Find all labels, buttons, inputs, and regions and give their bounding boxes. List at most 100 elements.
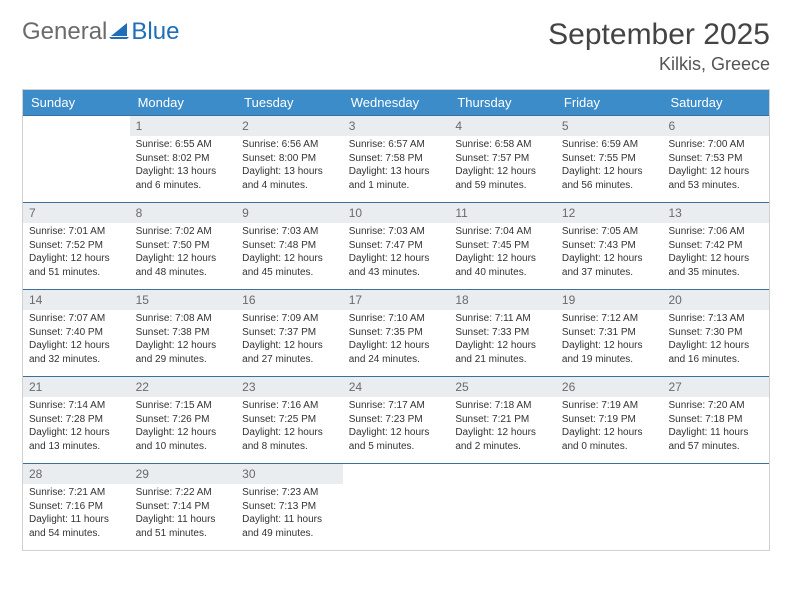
sunrise-text: Sunrise: 7:23 AM <box>242 486 337 500</box>
weekday-header: Saturday <box>662 90 769 115</box>
daylight-text: Daylight: 12 hours and 10 minutes. <box>136 426 231 453</box>
day-cell: 23 Sunrise: 7:16 AMSunset: 7:25 PMDayligh… <box>236 377 343 463</box>
sail-icon <box>109 18 129 46</box>
day-info: Sunrise: 7:20 AMSunset: 7:18 PMDaylight:… <box>668 399 763 453</box>
sunset-text: Sunset: 7:53 PM <box>668 152 763 166</box>
day-info: Sunrise: 7:00 AMSunset: 7:53 PMDaylight:… <box>668 138 763 192</box>
sunset-text: Sunset: 8:00 PM <box>242 152 337 166</box>
sunrise-text: Sunrise: 7:10 AM <box>349 312 444 326</box>
day-info: Sunrise: 7:03 AMSunset: 7:47 PMDaylight:… <box>349 225 444 279</box>
daylight-text: Daylight: 12 hours and 56 minutes. <box>562 165 657 192</box>
day-cell <box>662 464 769 550</box>
sunset-text: Sunset: 7:25 PM <box>242 413 337 427</box>
day-cell: 27Sunrise: 7:20 AMSunset: 7:18 PMDayligh… <box>662 377 769 463</box>
weekday-header: Wednesday <box>343 90 450 115</box>
sunset-text: Sunset: 7:23 PM <box>349 413 444 427</box>
day-cell: 13Sunrise: 7:06 AMSunset: 7:42 PMDayligh… <box>662 203 769 289</box>
sunrise-text: Sunrise: 6:57 AM <box>349 138 444 152</box>
day-number: 1 <box>130 116 237 136</box>
day-number: 13 <box>662 203 769 223</box>
sunset-text: Sunset: 7:38 PM <box>136 326 231 340</box>
day-cell: 2Sunrise: 6:56 AMSunset: 8:00 PMDaylight… <box>236 116 343 202</box>
sunrise-text: Sunrise: 7:09 AM <box>242 312 337 326</box>
day-info: Sunrise: 7:17 AMSunset: 7:23 PMDaylight:… <box>349 399 444 453</box>
calendar: SundayMondayTuesdayWednesdayThursdayFrid… <box>22 89 770 551</box>
day-info: Sunrise: 7:09 AMSunset: 7:37 PMDaylight:… <box>242 312 337 366</box>
sunrise-text: Sunrise: 7:08 AM <box>136 312 231 326</box>
day-number: 15 <box>130 290 237 310</box>
sunset-text: Sunset: 7:43 PM <box>562 239 657 253</box>
weekday-header: Monday <box>130 90 237 115</box>
day-cell: 30Sunrise: 7:23 AMSunset: 7:13 PMDayligh… <box>236 464 343 550</box>
sunset-text: Sunset: 7:13 PM <box>242 500 337 514</box>
day-number: 2 <box>236 116 343 136</box>
daylight-text: Daylight: 11 hours and 57 minutes. <box>668 426 763 453</box>
sunset-text: Sunset: 7:42 PM <box>668 239 763 253</box>
day-number: 22 <box>130 377 237 397</box>
daylight-text: Daylight: 12 hours and 29 minutes. <box>136 339 231 366</box>
day-cell: 10Sunrise: 7:03 AMSunset: 7:47 PMDayligh… <box>343 203 450 289</box>
day-cell: 16Sunrise: 7:09 AMSunset: 7:37 PMDayligh… <box>236 290 343 376</box>
daylight-text: Daylight: 12 hours and 5 minutes. <box>349 426 444 453</box>
sunrise-text: Sunrise: 7:16 AM <box>242 399 337 413</box>
day-info: Sunrise: 7:06 AMSunset: 7:42 PMDaylight:… <box>668 225 763 279</box>
day-info: Sunrise: 7:01 AMSunset: 7:52 PMDaylight:… <box>29 225 124 279</box>
sunset-text: Sunset: 7:28 PM <box>29 413 124 427</box>
day-info: Sunrise: 6:58 AMSunset: 7:57 PMDaylight:… <box>455 138 550 192</box>
day-info: Sunrise: 6:59 AMSunset: 7:55 PMDaylight:… <box>562 138 657 192</box>
week-row: 7Sunrise: 7:01 AMSunset: 7:52 PMDaylight… <box>23 202 769 289</box>
sunrise-text: Sunrise: 7:14 AM <box>29 399 124 413</box>
title-block: September 2025 Kilkis, Greece <box>548 18 770 75</box>
sunrise-text: Sunrise: 7:03 AM <box>349 225 444 239</box>
daylight-text: Daylight: 12 hours and 16 minutes. <box>668 339 763 366</box>
daylight-text: Daylight: 12 hours and 53 minutes. <box>668 165 763 192</box>
sunset-text: Sunset: 7:16 PM <box>29 500 124 514</box>
sunrise-text: Sunrise: 7:00 AM <box>668 138 763 152</box>
sunrise-text: Sunrise: 7:04 AM <box>455 225 550 239</box>
daylight-text: Daylight: 12 hours and 40 minutes. <box>455 252 550 279</box>
sunrise-text: Sunrise: 7:11 AM <box>455 312 550 326</box>
daylight-text: Daylight: 13 hours and 6 minutes. <box>136 165 231 192</box>
daylight-text: Daylight: 12 hours and 45 minutes. <box>242 252 337 279</box>
logo-text: General Blue <box>22 18 179 46</box>
day-cell: 25Sunrise: 7:18 AMSunset: 7:21 PMDayligh… <box>449 377 556 463</box>
sunrise-text: Sunrise: 7:22 AM <box>136 486 231 500</box>
day-info: Sunrise: 7:23 AMSunset: 7:13 PMDaylight:… <box>242 486 337 540</box>
day-number: 4 <box>449 116 556 136</box>
weekday-header: Tuesday <box>236 90 343 115</box>
day-cell: 3Sunrise: 6:57 AMSunset: 7:58 PMDaylight… <box>343 116 450 202</box>
day-number: 26 <box>556 377 663 397</box>
weeks-container: 1Sunrise: 6:55 AMSunset: 8:02 PMDaylight… <box>23 115 769 550</box>
day-number: 14 <box>23 290 130 310</box>
daylight-text: Daylight: 12 hours and 35 minutes. <box>668 252 763 279</box>
day-cell: 24Sunrise: 7:17 AMSunset: 7:23 PMDayligh… <box>343 377 450 463</box>
day-info: Sunrise: 7:02 AMSunset: 7:50 PMDaylight:… <box>136 225 231 279</box>
day-number: 29 <box>130 464 237 484</box>
day-cell: 19Sunrise: 7:12 AMSunset: 7:31 PMDayligh… <box>556 290 663 376</box>
day-number: 19 <box>556 290 663 310</box>
weekday-header-row: SundayMondayTuesdayWednesdayThursdayFrid… <box>23 90 769 115</box>
sunset-text: Sunset: 7:21 PM <box>455 413 550 427</box>
sunset-text: Sunset: 7:18 PM <box>668 413 763 427</box>
daylight-text: Daylight: 12 hours and 8 minutes. <box>242 426 337 453</box>
daylight-text: Daylight: 12 hours and 37 minutes. <box>562 252 657 279</box>
sunset-text: Sunset: 7:45 PM <box>455 239 550 253</box>
day-cell <box>449 464 556 550</box>
day-cell <box>23 116 130 202</box>
day-number: 17 <box>343 290 450 310</box>
day-number: 23 <box>236 377 343 397</box>
day-number: 16 <box>236 290 343 310</box>
day-number: 9 <box>236 203 343 223</box>
day-cell: 9Sunrise: 7:03 AMSunset: 7:48 PMDaylight… <box>236 203 343 289</box>
daylight-text: Daylight: 11 hours and 51 minutes. <box>136 513 231 540</box>
day-cell: 15 Sunrise: 7:08 AMSunset: 7:38 PMDayligh… <box>130 290 237 376</box>
week-row: 1Sunrise: 6:55 AMSunset: 8:02 PMDaylight… <box>23 115 769 202</box>
day-cell: 4Sunrise: 6:58 AMSunset: 7:57 PMDaylight… <box>449 116 556 202</box>
page-header: General Blue September 2025 Kilkis, Gree… <box>22 18 770 75</box>
daylight-text: Daylight: 12 hours and 0 minutes. <box>562 426 657 453</box>
sunrise-text: Sunrise: 6:55 AM <box>136 138 231 152</box>
sunset-text: Sunset: 7:48 PM <box>242 239 337 253</box>
day-info: Sunrise: 7:11 AMSunset: 7:33 PMDaylight:… <box>455 312 550 366</box>
sunset-text: Sunset: 7:47 PM <box>349 239 444 253</box>
day-cell <box>343 464 450 550</box>
